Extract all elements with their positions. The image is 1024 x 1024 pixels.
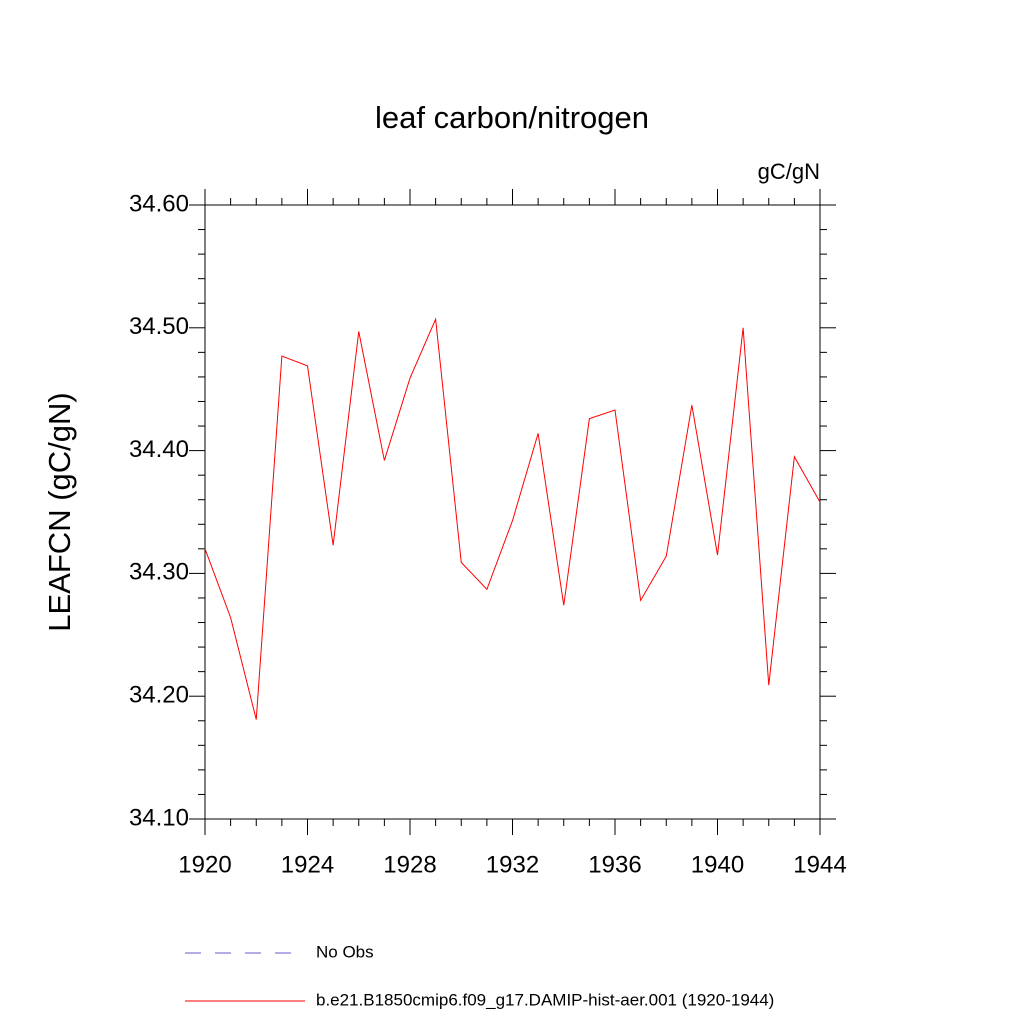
y-tick-label: 34.50 [129,313,189,340]
legend-label: No Obs [316,942,374,961]
y-tick-label: 34.40 [129,436,189,463]
x-tick-label: 1928 [383,851,436,878]
y-tick-label: 34.20 [129,682,189,709]
x-tick-label: 1944 [793,851,846,878]
units-label: gC/gN [758,159,820,184]
series-line [204,317,821,720]
plot-frame [204,204,821,820]
y-tick-label: 34.60 [129,190,189,217]
x-tick-label: 1932 [486,851,539,878]
x-tick-label: 1940 [691,851,744,878]
legend-label: b.e21.B1850cmip6.f09_g17.DAMIP-hist-aer.… [316,990,774,1009]
y-tick-label: 34.10 [129,804,189,831]
y-axis-label: LEAFCN (gC/gN) [42,392,77,631]
x-tick-label: 1920 [178,851,231,878]
chart-title: leaf carbon/nitrogen [375,100,649,135]
y-tick-label: 34.30 [129,559,189,586]
x-tick-label: 1936 [588,851,641,878]
x-tick-label: 1924 [281,851,334,878]
